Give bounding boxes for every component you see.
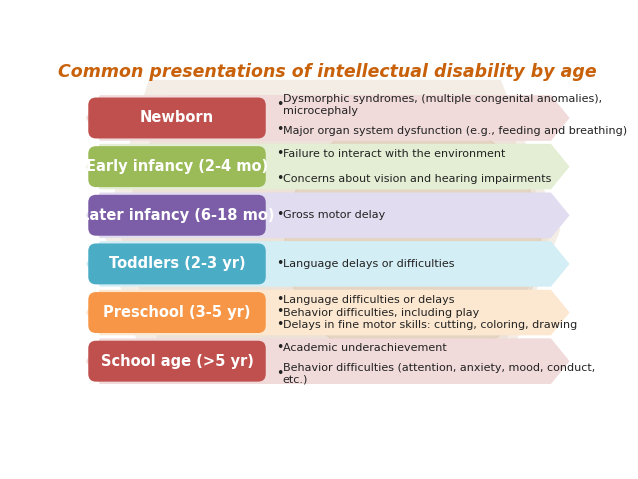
Text: •: • xyxy=(276,318,283,331)
FancyBboxPatch shape xyxy=(88,98,266,138)
Text: Failure to interact with the environment: Failure to interact with the environment xyxy=(283,149,505,159)
FancyBboxPatch shape xyxy=(88,292,266,333)
Text: Behavior difficulties (attention, anxiety, mood, conduct,
etc.): Behavior difficulties (attention, anxiet… xyxy=(283,363,595,385)
Text: Early infancy (2-4 mo): Early infancy (2-4 mo) xyxy=(86,159,268,174)
Text: Language delays or difficulties: Language delays or difficulties xyxy=(283,259,454,269)
Text: Later infancy (6-18 mo): Later infancy (6-18 mo) xyxy=(80,208,274,223)
Text: School age (>5 yr): School age (>5 yr) xyxy=(101,354,253,369)
Text: Preschool (3-5 yr): Preschool (3-5 yr) xyxy=(103,305,251,320)
Text: •: • xyxy=(276,172,283,185)
Polygon shape xyxy=(86,241,570,287)
Text: •: • xyxy=(276,305,283,318)
Polygon shape xyxy=(86,193,570,238)
Text: Gross motor delay: Gross motor delay xyxy=(283,210,385,220)
Text: •: • xyxy=(276,293,283,306)
Text: Common presentations of intellectual disability by age: Common presentations of intellectual dis… xyxy=(57,63,597,81)
FancyBboxPatch shape xyxy=(88,146,266,187)
Polygon shape xyxy=(86,95,570,141)
FancyBboxPatch shape xyxy=(88,243,266,285)
Polygon shape xyxy=(86,144,570,189)
Text: Language difficulties or delays: Language difficulties or delays xyxy=(283,295,454,305)
Text: Toddlers (2-3 yr): Toddlers (2-3 yr) xyxy=(108,256,246,272)
Text: Dysmorphic syndromes, (multiple congenital anomalies),
microcephaly: Dysmorphic syndromes, (multiple congenit… xyxy=(283,94,602,116)
Text: •: • xyxy=(276,208,283,221)
Text: Academic underachievement: Academic underachievement xyxy=(283,343,447,354)
Text: Major organ system dysfunction (e.g., feeding and breathing): Major organ system dysfunction (e.g., fe… xyxy=(283,126,627,136)
Text: •: • xyxy=(276,147,283,160)
Text: Concerns about vision and hearing impairments: Concerns about vision and hearing impair… xyxy=(283,174,551,184)
FancyBboxPatch shape xyxy=(88,195,266,236)
Polygon shape xyxy=(103,80,560,380)
FancyBboxPatch shape xyxy=(88,341,266,382)
Text: Newborn: Newborn xyxy=(140,111,214,125)
Text: •: • xyxy=(276,257,283,270)
Circle shape xyxy=(285,114,541,368)
Polygon shape xyxy=(86,290,570,335)
Polygon shape xyxy=(119,95,553,365)
Text: •: • xyxy=(276,98,283,111)
Text: •: • xyxy=(276,366,283,380)
Text: Behavior difficulties, including play: Behavior difficulties, including play xyxy=(283,308,479,318)
Text: •: • xyxy=(276,341,283,354)
Text: Delays in fine motor skills: cutting, coloring, drawing: Delays in fine motor skills: cutting, co… xyxy=(283,320,577,331)
Text: •: • xyxy=(276,124,283,137)
Polygon shape xyxy=(86,338,570,384)
